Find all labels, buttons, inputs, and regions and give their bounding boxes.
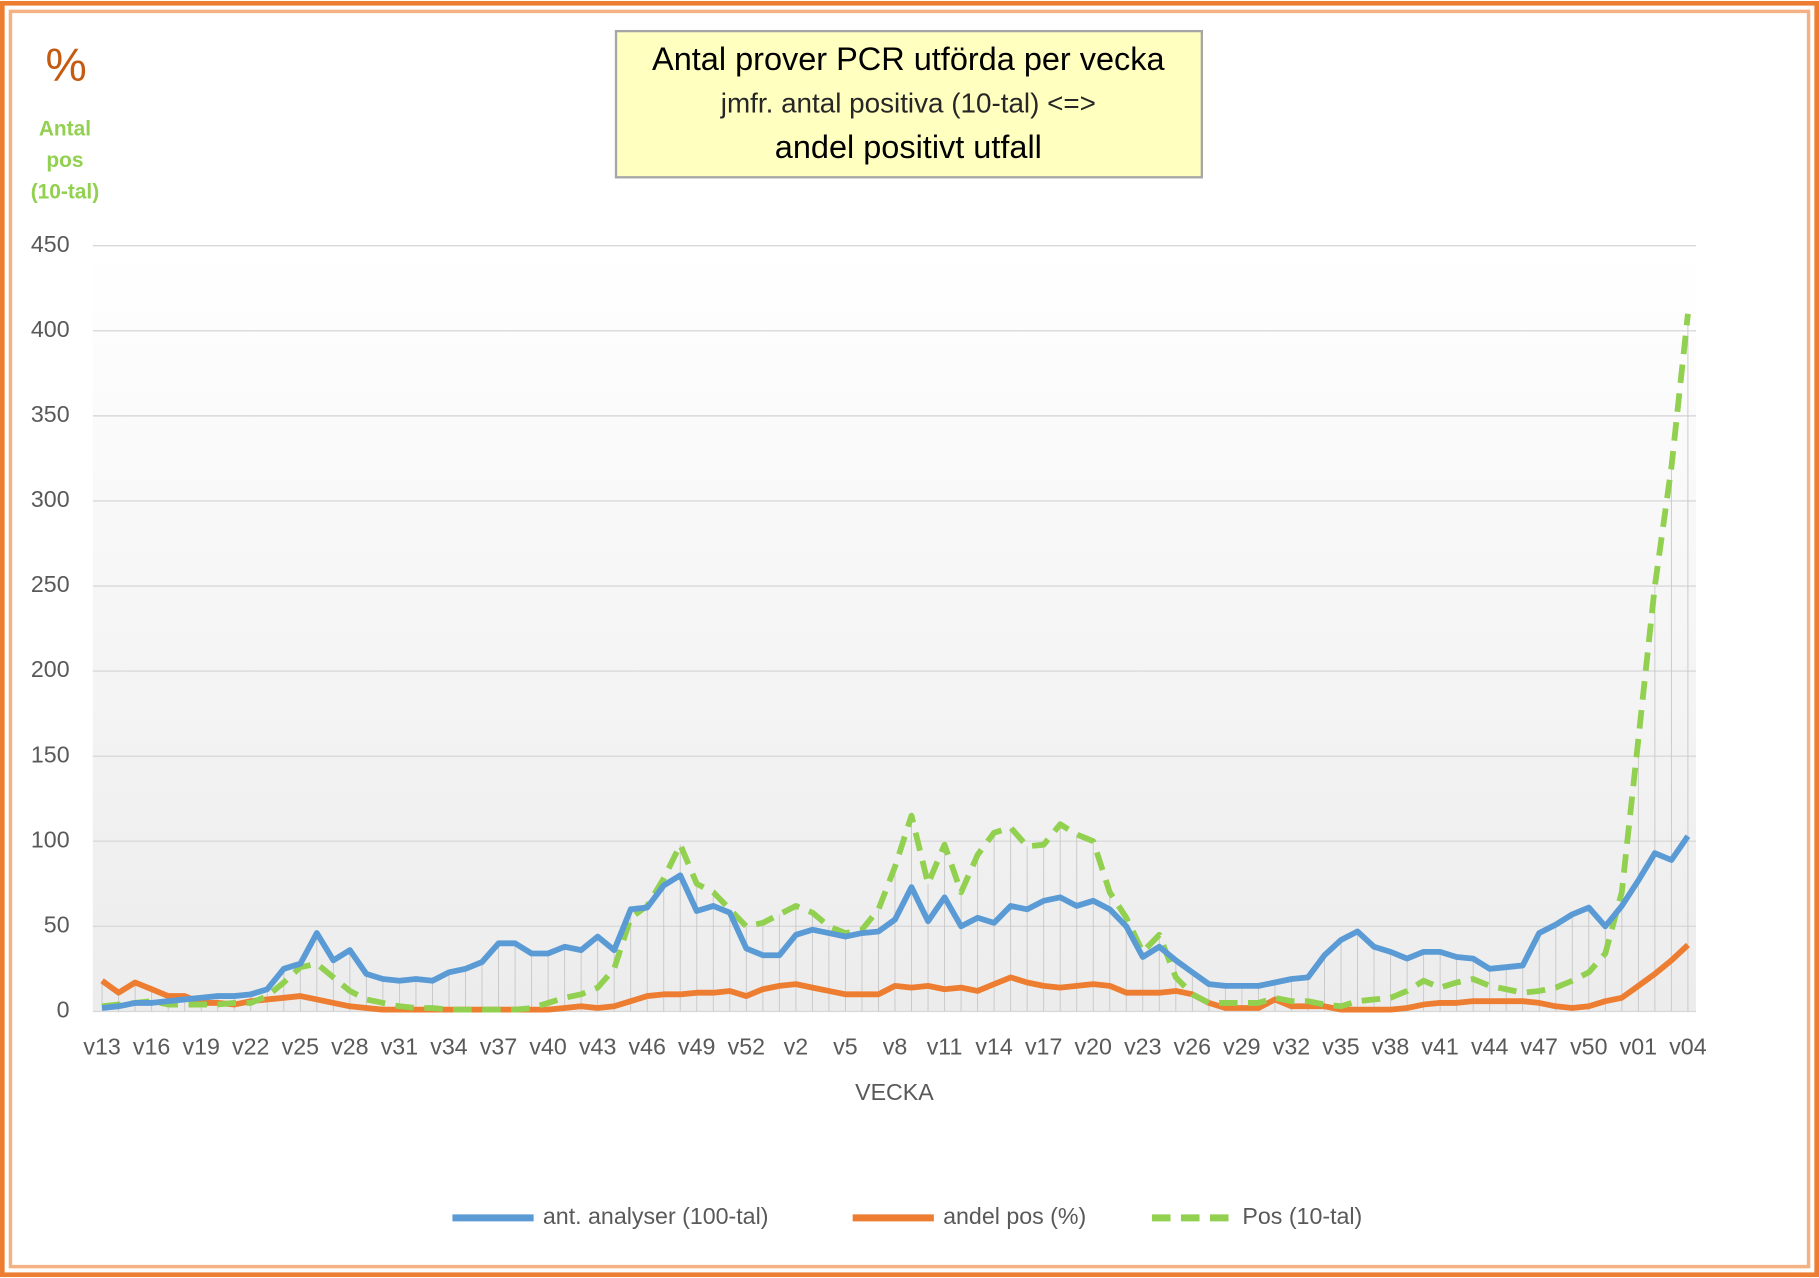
x-tick-label: v22 bbox=[232, 1034, 269, 1060]
x-tick-label: v37 bbox=[480, 1034, 517, 1060]
legend-label: ant. analyser (100-tal) bbox=[543, 1203, 769, 1229]
frame-inner bbox=[8, 9, 1811, 1269]
x-tick-label: v14 bbox=[975, 1034, 1012, 1060]
x-tick-label: v34 bbox=[430, 1034, 467, 1060]
y-tick-label: 100 bbox=[31, 826, 70, 852]
series-line bbox=[101, 313, 1691, 1013]
x-tick-label: v28 bbox=[331, 1034, 368, 1060]
plot-area bbox=[92, 245, 1697, 1012]
series-line bbox=[101, 834, 1691, 1011]
x-tick-label: v32 bbox=[1273, 1034, 1310, 1060]
y-tick-label: 0 bbox=[57, 997, 70, 1023]
x-tick-label: v25 bbox=[282, 1034, 319, 1060]
x-tick-label: v01 bbox=[1620, 1034, 1657, 1060]
x-tick-label: v35 bbox=[1322, 1034, 1359, 1060]
x-tick-label: v49 bbox=[678, 1034, 715, 1060]
chart-subtitle: jmfr. antal positiva (10-tal) <=> bbox=[720, 88, 1096, 119]
title-box bbox=[614, 29, 1203, 179]
x-tick-label: v11 bbox=[927, 1034, 963, 1060]
x-tick-label: v20 bbox=[1075, 1034, 1112, 1060]
y-tick-label: 200 bbox=[31, 656, 70, 682]
y-axis-label: % bbox=[45, 38, 86, 90]
x-tick-label: v29 bbox=[1223, 1034, 1260, 1060]
x-tick-label: v31 bbox=[381, 1034, 418, 1060]
chart-title: Antal prover PCR utförda per vecka bbox=[652, 41, 1165, 77]
y-tick-label: 250 bbox=[31, 571, 70, 597]
x-tick-label: v04 bbox=[1669, 1034, 1706, 1060]
y-tick-label: 400 bbox=[31, 316, 70, 342]
x-tick-label: v8 bbox=[883, 1034, 908, 1060]
x-tick-label: v13 bbox=[83, 1034, 120, 1060]
x-tick-label: v43 bbox=[579, 1034, 616, 1060]
y-tick-label: 350 bbox=[31, 401, 70, 427]
legend-label: andel pos (%) bbox=[943, 1203, 1086, 1229]
y-tick-label: 450 bbox=[31, 231, 70, 257]
x-tick-label: v5 bbox=[833, 1034, 858, 1060]
y-axis-label: Antal pos (10-tal) bbox=[31, 117, 99, 203]
y-tick-label: 150 bbox=[31, 741, 70, 767]
series-line bbox=[100, 942, 1690, 1013]
x-tick-label: v2 bbox=[784, 1034, 809, 1060]
x-tick-label: v46 bbox=[629, 1034, 666, 1060]
x-tick-label: v40 bbox=[529, 1034, 566, 1060]
x-tick-label: v41 bbox=[1421, 1034, 1458, 1060]
x-tick-label: v23 bbox=[1124, 1034, 1161, 1060]
y-tick-label: 300 bbox=[31, 486, 70, 512]
x-tick-label: v47 bbox=[1521, 1034, 1558, 1060]
x-tick-label: v26 bbox=[1174, 1034, 1211, 1060]
chart-subtitle: andel positivt utfall bbox=[775, 129, 1042, 165]
x-tick-label: v16 bbox=[133, 1034, 170, 1060]
x-tick-label: v38 bbox=[1372, 1034, 1409, 1060]
x-tick-label: v52 bbox=[728, 1034, 765, 1060]
legend-label: Pos (10-tal) bbox=[1242, 1203, 1362, 1229]
x-tick-label: v44 bbox=[1471, 1034, 1508, 1060]
x-axis-label: VECKA bbox=[855, 1079, 934, 1105]
x-tick-label: v50 bbox=[1570, 1034, 1607, 1060]
x-tick-label: v19 bbox=[183, 1034, 220, 1060]
x-tick-label: v17 bbox=[1025, 1034, 1062, 1060]
y-tick-label: 50 bbox=[44, 911, 70, 937]
